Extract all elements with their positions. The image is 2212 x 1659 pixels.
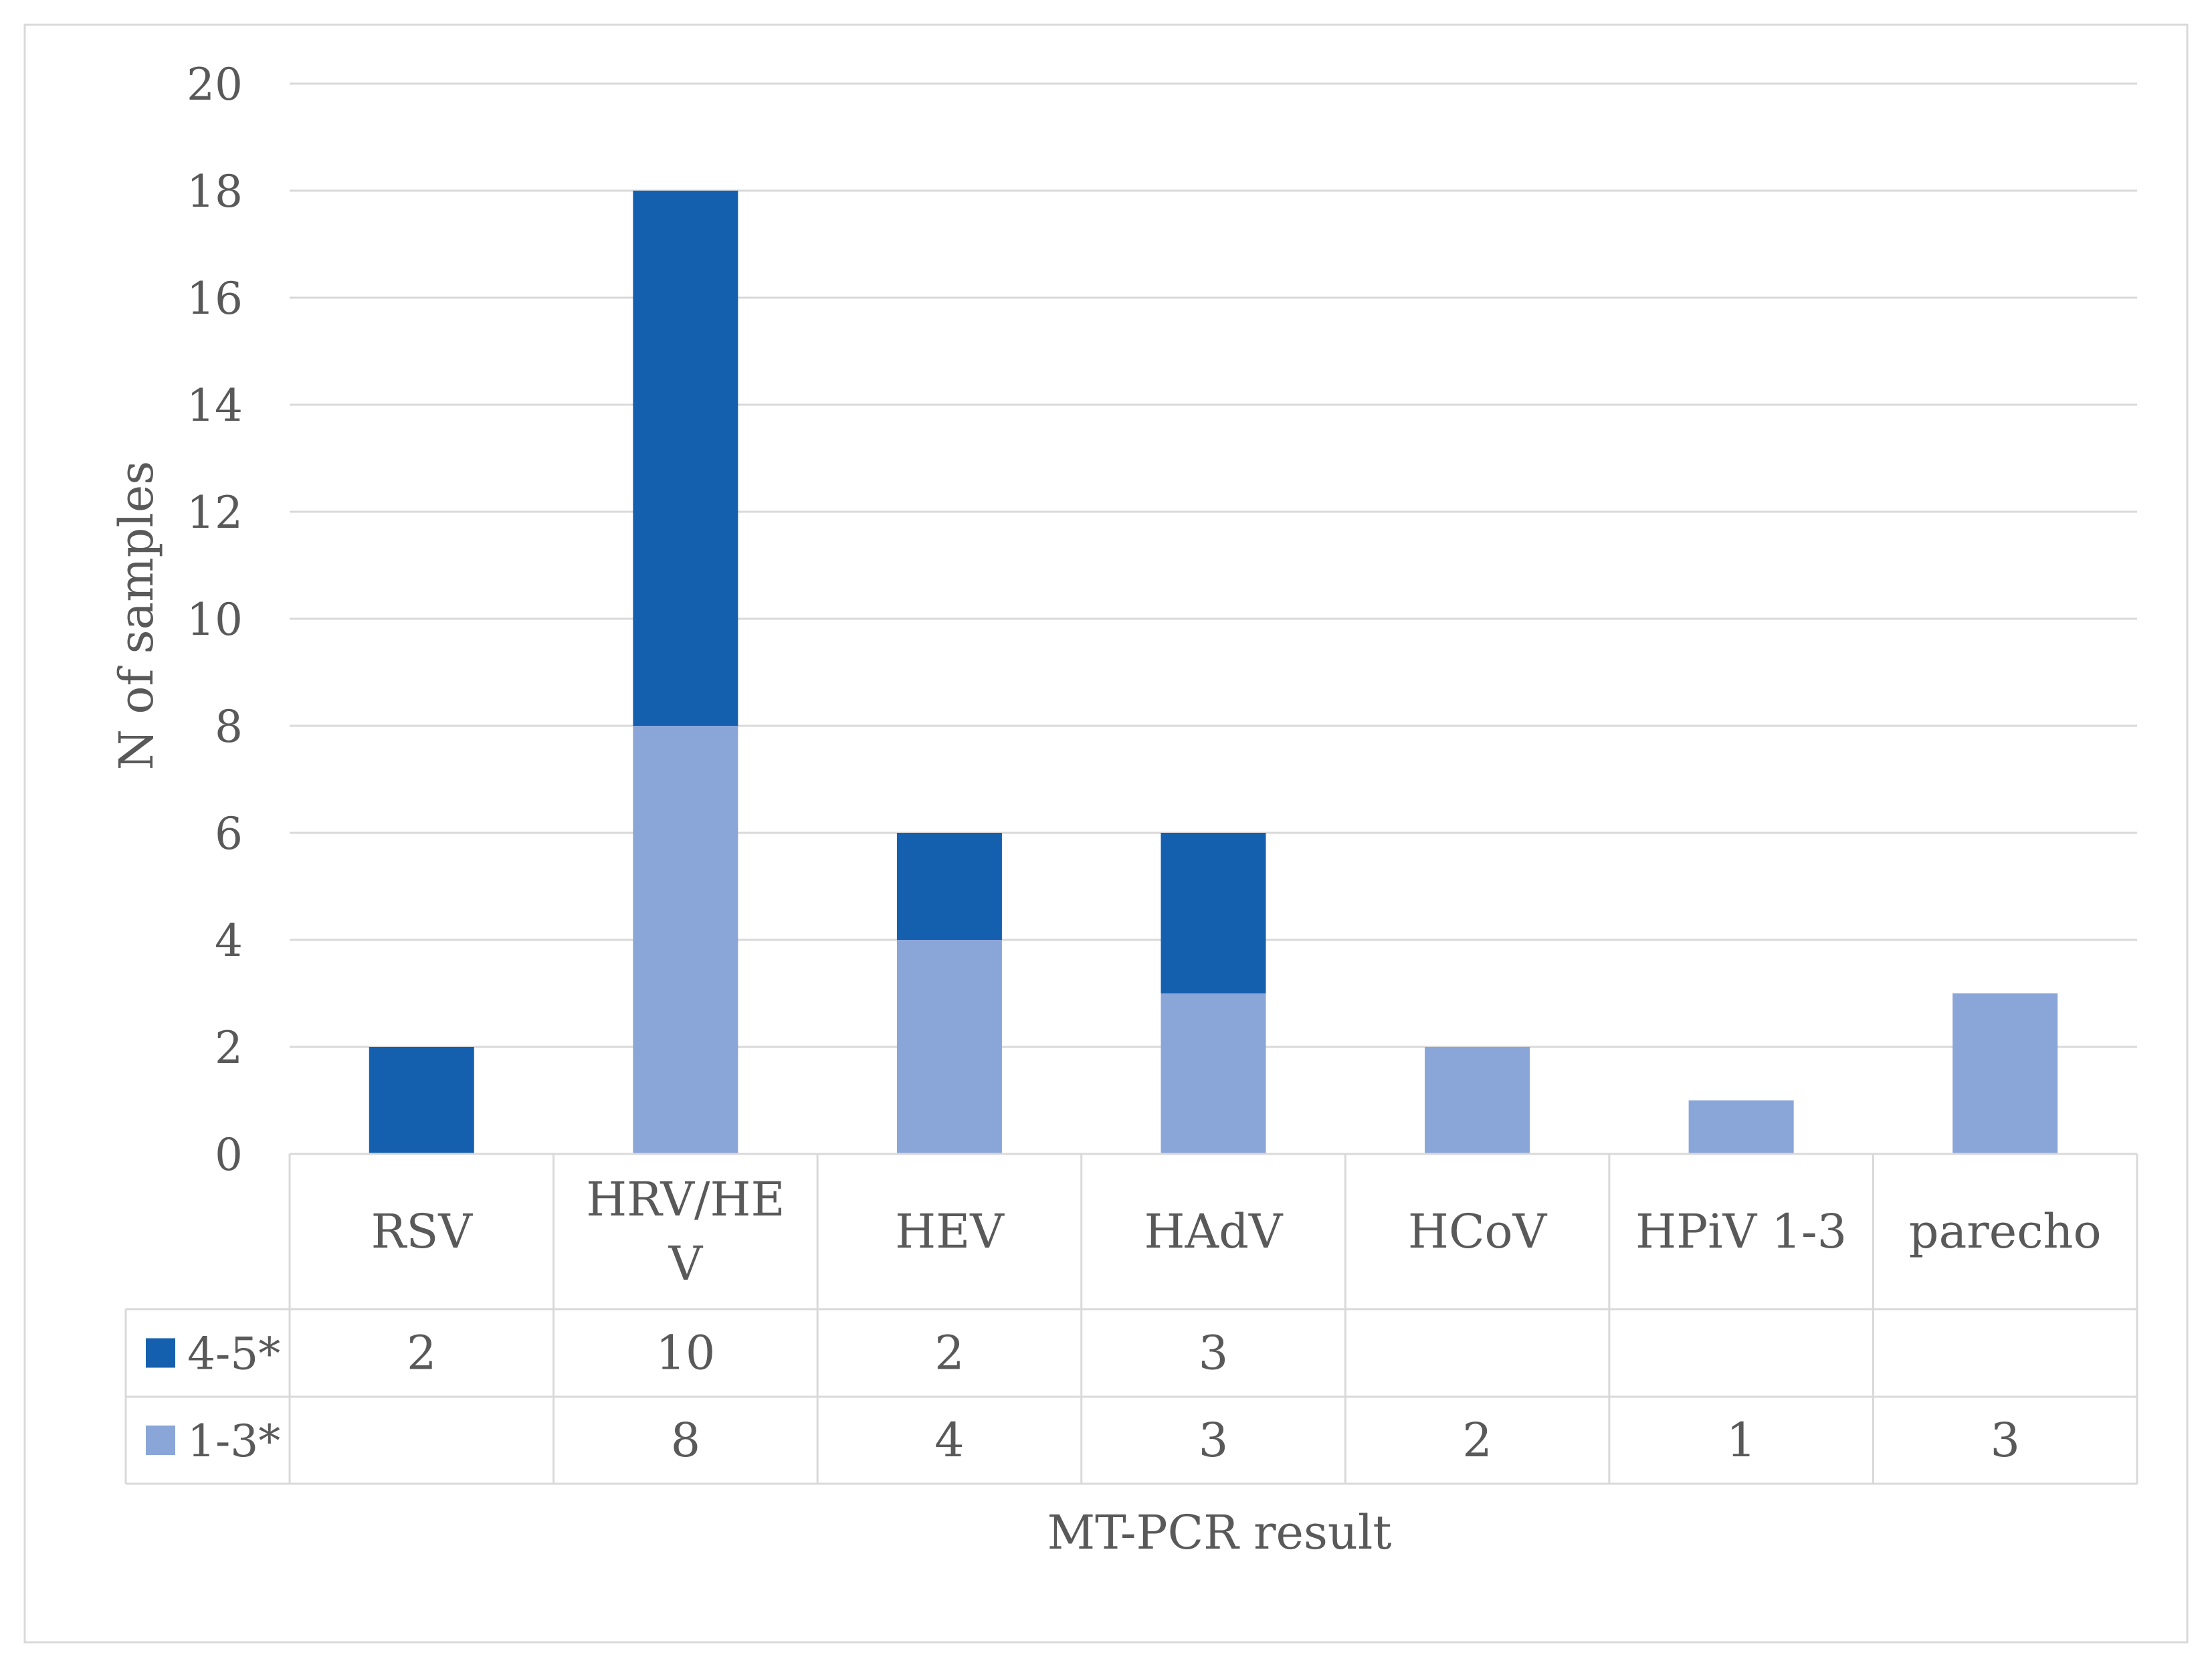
- y-tick-label: 12: [187, 487, 243, 539]
- category-label: V: [668, 1236, 704, 1291]
- bar-segment: [1161, 993, 1266, 1154]
- category-label: parecho: [1909, 1204, 2102, 1259]
- y-tick-label: 14: [187, 380, 243, 431]
- data-label: 8: [671, 1413, 701, 1468]
- legend-label: 4-5*: [187, 1329, 280, 1380]
- bar-segment: [369, 1047, 474, 1154]
- y-tick-label: 2: [215, 1022, 243, 1074]
- legend-swatch: [146, 1426, 175, 1455]
- category-label: HPiV 1-3: [1635, 1204, 1847, 1259]
- data-label: 4: [934, 1413, 965, 1468]
- y-axis-ticks: 0 2 4 6 8 10 12 14 16 18 20: [187, 59, 243, 1181]
- y-tick-label: 0: [215, 1129, 243, 1181]
- data-label: 2: [1462, 1413, 1492, 1468]
- category-label: RSV: [371, 1204, 474, 1259]
- bar-segment: [896, 940, 1002, 1154]
- legend-swatch: [146, 1338, 175, 1368]
- y-tick-label: 8: [215, 701, 243, 753]
- bar-segment: [1688, 1100, 1794, 1154]
- bar-segment: [1161, 833, 1266, 993]
- data-label: 3: [1990, 1413, 2020, 1468]
- legend-label: 1-3*: [187, 1416, 280, 1467]
- bar-segment: [896, 833, 1002, 940]
- bar-segment: [633, 191, 738, 726]
- bar-segment: [1952, 993, 2058, 1154]
- bar-segment: [1425, 1047, 1530, 1154]
- data-label: 2: [934, 1326, 965, 1381]
- data-label: 10: [656, 1326, 715, 1381]
- category-label: HAdV: [1144, 1204, 1284, 1259]
- data-label: 3: [1199, 1326, 1229, 1381]
- y-tick-label: 18: [187, 166, 243, 217]
- x-axis-title: MT-PCR result: [1047, 1505, 1391, 1560]
- gridlines: [290, 82, 2137, 1048]
- y-axis-title: N of samples: [109, 461, 164, 770]
- category-label: HRV/HE: [586, 1172, 785, 1227]
- data-label: 2: [407, 1326, 437, 1381]
- category-label: HEV: [895, 1204, 1005, 1259]
- y-tick-label: 20: [187, 59, 243, 110]
- y-tick-label: 10: [187, 594, 243, 646]
- data-label: 3: [1199, 1413, 1229, 1468]
- bar-segment: [633, 726, 738, 1154]
- y-tick-label: 4: [215, 915, 243, 967]
- data-label: 1: [1726, 1413, 1756, 1468]
- category-label: HCoV: [1408, 1204, 1548, 1259]
- data-table: RSV HRV/HE V HEV HAdV HCoV HPiV 1-3 parecho 4-5*…: [124, 1153, 2138, 1485]
- bars: [369, 191, 2058, 1154]
- y-tick-label: 6: [215, 808, 243, 860]
- y-tick-label: 16: [187, 273, 243, 324]
